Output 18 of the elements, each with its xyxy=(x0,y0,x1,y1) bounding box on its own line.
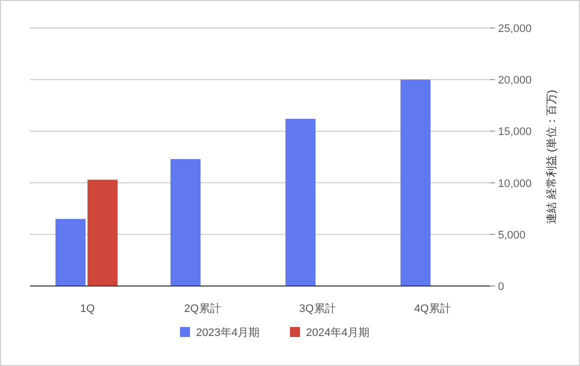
x-tick-label: 1Q xyxy=(80,303,96,315)
x-tick-label: 4Q累計 xyxy=(414,302,451,315)
bar xyxy=(170,159,200,286)
bar xyxy=(400,80,430,286)
bar xyxy=(286,118,316,286)
legend-label: 2024年4月期 xyxy=(306,327,370,339)
x-tick-label: 3Q累計 xyxy=(299,302,336,315)
x-tick-label: 2Q累計 xyxy=(184,302,221,315)
y-axis-title: 連結 経常利益 (単位：百万) xyxy=(545,90,558,224)
y-tick-label: 0 xyxy=(498,281,504,293)
bar xyxy=(88,180,118,286)
y-tick-label: 5,000 xyxy=(498,229,526,242)
legend-label: 2023年4月期 xyxy=(196,327,260,339)
y-tick-label: 15,000 xyxy=(498,126,532,138)
bar xyxy=(56,218,86,286)
y-tick-label: 20,000 xyxy=(498,74,532,87)
y-tick-label: 10,000 xyxy=(498,178,532,190)
y-tick-label: 25,000 xyxy=(498,23,532,35)
